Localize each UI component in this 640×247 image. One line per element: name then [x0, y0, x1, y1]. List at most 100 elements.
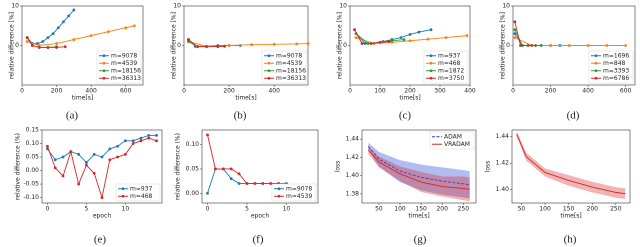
plot-frame — [41, 129, 163, 204]
x-tick-label: 5 — [85, 206, 89, 213]
legend-marker — [594, 69, 598, 73]
y-tick-label: 0 — [15, 42, 19, 49]
series-line — [516, 133, 626, 195]
legend-marker — [121, 194, 125, 198]
legend-marker — [594, 61, 598, 65]
point — [237, 172, 241, 176]
point — [51, 32, 55, 36]
legend-marker — [277, 187, 281, 191]
point — [206, 133, 209, 137]
y-tick-label: 1.40 — [496, 186, 510, 193]
x-tick-label: 10 — [122, 206, 130, 213]
legend-marker — [102, 61, 106, 65]
y-axis-label: relative difference [%] — [171, 12, 178, 79]
point — [155, 139, 158, 143]
point — [116, 155, 119, 159]
panel: 0 200 400 0 10 time[s] relative difference [%]… — [171, 3, 310, 122]
y-tick-label: -0.10 — [23, 194, 39, 201]
point — [55, 46, 58, 49]
point — [92, 152, 96, 156]
point — [53, 166, 57, 170]
x-tick-label: 200 — [587, 206, 599, 213]
series-line — [367, 149, 470, 190]
point — [567, 44, 571, 47]
point — [147, 134, 151, 137]
y-tick-label: 0.05 — [26, 154, 40, 161]
point — [354, 36, 358, 39]
x-tick-label: 50 — [518, 206, 526, 213]
panel: 50 100 150 200 250 1.38 1.40 1.42 1.44 time[s] los… — [335, 129, 477, 246]
legend-label: m=4539 — [276, 60, 302, 67]
point — [390, 39, 394, 43]
point — [108, 158, 112, 162]
legend-label: m=6786 — [603, 75, 629, 82]
band — [516, 131, 626, 200]
point — [269, 182, 273, 185]
legend-label: m=9078 — [276, 52, 302, 59]
legend-marker — [267, 61, 271, 65]
legend-label: VRADAM — [444, 141, 470, 148]
point — [72, 38, 76, 41]
x-tick-label: 400 — [464, 88, 476, 95]
legend-marker — [267, 76, 271, 80]
x-axis-label: time[s] — [235, 95, 256, 102]
point — [139, 139, 143, 143]
point — [131, 139, 135, 143]
legend-label: m=937 — [438, 52, 461, 59]
point — [187, 38, 190, 41]
legend-label: m=3750 — [438, 75, 464, 82]
y-tick-label: 1.42 — [496, 160, 510, 167]
y-axis-label: loss — [485, 161, 492, 173]
legend-marker — [429, 54, 433, 58]
point — [46, 36, 50, 39]
point — [69, 150, 73, 154]
point — [378, 40, 382, 44]
y-axis-label: relative difference [%] — [337, 12, 344, 79]
y-tick-label: 0 — [506, 42, 510, 49]
point — [89, 34, 93, 38]
point — [25, 40, 29, 43]
legend-label: m=9078 — [111, 52, 137, 59]
y-tick-label: 1.42 — [346, 154, 360, 161]
x-axis-label: time[s] — [560, 213, 581, 220]
legend-marker — [121, 187, 125, 191]
point — [77, 182, 81, 186]
point — [67, 14, 71, 18]
point — [56, 26, 60, 30]
point — [306, 42, 310, 45]
y-axis-label: loss — [335, 161, 342, 173]
legend-label: m=18156 — [111, 67, 141, 74]
point — [526, 44, 530, 47]
point — [37, 44, 41, 47]
point — [250, 43, 254, 47]
point — [586, 44, 590, 47]
x-tick-label: 50 — [375, 206, 383, 213]
legend-label: m=1696 — [603, 52, 629, 59]
legend-marker — [594, 54, 598, 58]
caption: (f) — [253, 234, 264, 246]
point — [539, 44, 543, 47]
point — [107, 30, 110, 34]
point — [408, 39, 412, 43]
y-axis-label: relative difference (%) — [175, 133, 182, 200]
legend-marker — [277, 194, 281, 198]
y-tick-label: 0.10 — [26, 140, 40, 147]
x-tick-label: 300 — [434, 88, 446, 95]
point — [85, 163, 88, 167]
y-tick-label: 1.40 — [346, 172, 360, 179]
x-tick-label: 0 — [182, 88, 186, 95]
point — [534, 44, 537, 47]
point — [41, 40, 45, 43]
series-line — [367, 146, 470, 186]
point — [206, 191, 209, 195]
series-line — [27, 25, 135, 46]
x-tick-label: 0 — [20, 88, 24, 95]
point — [123, 152, 127, 156]
x-tick-label: 150 — [415, 206, 427, 213]
point — [272, 42, 276, 46]
plot-frame — [361, 129, 477, 204]
point — [61, 174, 65, 178]
